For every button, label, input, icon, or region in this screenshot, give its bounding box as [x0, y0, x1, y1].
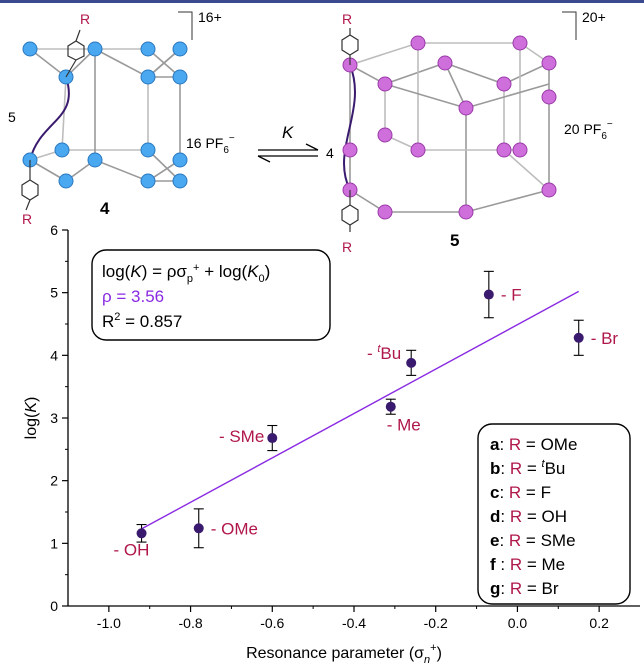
- y-tick-label: 4: [50, 347, 58, 363]
- fit-line-group: [141, 290, 580, 530]
- cage-5-edge-count: 4: [326, 145, 334, 161]
- cage-5-counterion: 20 PF6−: [564, 119, 613, 142]
- x-tick-label: -0.4: [342, 615, 366, 631]
- x-tick-label: -0.8: [179, 615, 203, 631]
- point-label: - SMe: [219, 427, 264, 446]
- data-point-group: - OMe: [193, 508, 258, 549]
- cage-4-label: 4: [100, 199, 110, 218]
- data-point-group: - Br: [573, 319, 619, 356]
- cage-4-charge: 16+: [198, 9, 222, 25]
- r-squared: R2 = 0.857: [102, 311, 182, 331]
- cage-5-label: 5: [450, 231, 459, 250]
- top-rule: [0, 0, 644, 3]
- y-tick-label: 3: [50, 410, 58, 426]
- y-tick-label: 2: [50, 473, 58, 489]
- legend-row: f : R = Me: [490, 555, 565, 574]
- cage-4-bottom-r: R: [22, 211, 32, 227]
- cage-5-top-r: R: [342, 11, 352, 27]
- data-point-group: - F: [483, 270, 522, 319]
- point-label: - F: [501, 286, 522, 305]
- data-point: [193, 523, 204, 534]
- substituent-legend: a: R = OMe b: R = tBu c: R = F d: R = OH e: …: [477, 423, 631, 605]
- legend-row: c: R = F: [490, 483, 551, 502]
- legend-row: d: R = OH: [490, 507, 567, 526]
- legend-row: a: R = OMe: [490, 435, 577, 454]
- cage-4-drawing: [21, 11, 193, 211]
- rho-value: ρ = 3.56: [102, 287, 164, 306]
- data-point: [573, 332, 584, 343]
- data-point: [267, 433, 278, 444]
- cage-5-charge: 20+: [582, 9, 606, 25]
- data-points: - OH - OMe - SMe - Me - tBu - F - Br: [114, 270, 619, 559]
- y-tick-label: 1: [50, 535, 58, 551]
- equation-box: log(K) = ρσp+ + log(K0) ρ = 3.56 R2 = 0.…: [91, 249, 331, 341]
- cage-4-edge-count: 5: [8, 109, 16, 125]
- x-tick-label: -1.0: [97, 615, 121, 631]
- data-point-group: - tBu: [367, 343, 417, 376]
- point-label: - tBu: [367, 343, 401, 363]
- data-point: [406, 357, 417, 368]
- y-tick-label: 5: [50, 285, 58, 301]
- x-tick-label: -0.2: [424, 615, 448, 631]
- data-point: [385, 401, 396, 412]
- x-axis-title: Resonance parameter (σn+): [246, 642, 442, 665]
- cage-4-counterion: 16 PF6−: [186, 133, 235, 156]
- equilibrium-arrows: [257, 143, 319, 163]
- x-tick-label: 0.0: [508, 615, 528, 631]
- cage-5-drawing: [341, 11, 577, 232]
- y-axis-title: log(K): [23, 397, 40, 440]
- x-tick-label: 0.2: [589, 615, 609, 631]
- point-label: - OH: [114, 540, 150, 559]
- y-tick-label: 6: [50, 222, 58, 238]
- equilibrium-k: K: [282, 123, 294, 142]
- data-point-group: - OH: [114, 523, 150, 559]
- legend-row: e: R = SMe: [490, 531, 576, 550]
- point-label: - Br: [591, 329, 619, 348]
- data-point: [483, 289, 494, 300]
- legend-row: g: R = Br: [490, 579, 559, 598]
- data-point-group: - SMe: [219, 424, 278, 452]
- cage-4-top-r: R: [80, 11, 90, 27]
- equation-line: log(K) = ρσp+ + log(K0): [102, 262, 270, 285]
- point-label: - OMe: [211, 519, 258, 538]
- x-tick-label: -0.6: [260, 615, 284, 631]
- point-label: - Me: [387, 416, 421, 435]
- plot-axes: -1.0 -0.8 -0.6 -0.4 -0.2 0.0 0.2 0 1 2 3 4 5 6 Resonan…: [23, 222, 640, 665]
- y-tick-label: 0: [50, 598, 58, 614]
- fit-line: [141, 290, 580, 530]
- legend-row: b: R = tBu: [490, 458, 565, 478]
- cage-5-bottom-r: R: [342, 239, 352, 255]
- data-point: [136, 528, 147, 539]
- data-point-group: - Me: [385, 398, 421, 435]
